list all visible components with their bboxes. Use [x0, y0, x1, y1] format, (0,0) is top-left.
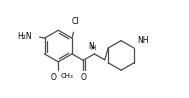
Text: H₂N: H₂N: [17, 32, 32, 41]
Text: NH: NH: [137, 36, 148, 45]
Text: Cl: Cl: [71, 17, 79, 26]
Text: N: N: [88, 42, 94, 51]
Text: CH₃: CH₃: [60, 73, 73, 79]
Text: O: O: [80, 73, 86, 82]
Text: H: H: [91, 45, 96, 51]
Text: O: O: [50, 73, 56, 82]
